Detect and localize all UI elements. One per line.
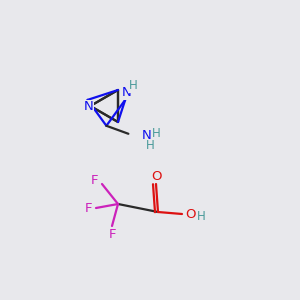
Text: F: F	[109, 227, 117, 241]
Text: H: H	[146, 139, 155, 152]
Text: O: O	[185, 208, 195, 220]
Text: N: N	[121, 86, 131, 99]
Text: H: H	[152, 127, 161, 140]
Text: F: F	[84, 202, 92, 214]
Text: F: F	[91, 173, 99, 187]
Text: H: H	[196, 211, 206, 224]
Text: N: N	[142, 129, 151, 142]
Text: O: O	[151, 169, 161, 182]
Text: N: N	[84, 100, 93, 113]
Text: H: H	[129, 80, 138, 92]
